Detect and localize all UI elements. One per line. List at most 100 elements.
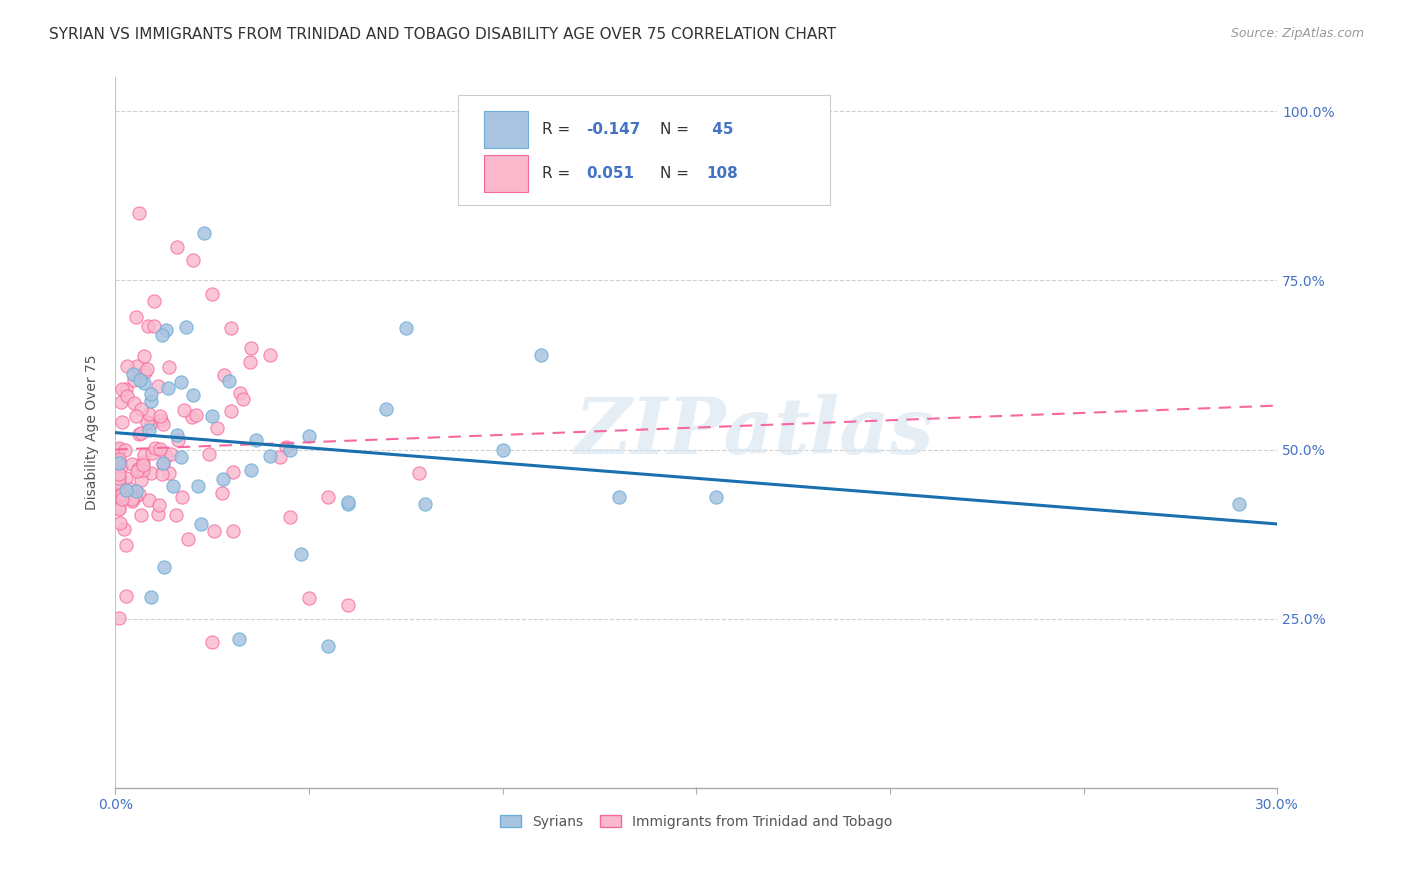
- Bar: [484, 155, 527, 192]
- Point: [108, 611, 131, 625]
- Point: [108, 455, 131, 469]
- Point: [181, 253, 204, 268]
- Point: [108, 501, 131, 516]
- Point: [136, 362, 159, 376]
- Point: [132, 455, 155, 469]
- Point: [129, 401, 152, 416]
- Point: [115, 388, 138, 402]
- Point: [222, 524, 245, 539]
- Point: [110, 459, 132, 474]
- Point: [170, 375, 193, 389]
- Text: N =: N =: [661, 122, 695, 136]
- Point: [132, 448, 155, 462]
- Point: [491, 442, 513, 457]
- Point: [221, 320, 243, 334]
- Point: [124, 484, 146, 499]
- Point: [138, 424, 160, 438]
- Point: [134, 376, 156, 390]
- Point: [205, 421, 228, 435]
- Point: [132, 458, 155, 473]
- Point: [136, 415, 159, 429]
- Text: -0.147: -0.147: [586, 122, 640, 136]
- Text: N =: N =: [661, 166, 695, 181]
- Point: [108, 475, 131, 490]
- Point: [139, 387, 162, 401]
- Point: [149, 409, 172, 423]
- Point: [139, 393, 162, 408]
- Point: [152, 417, 174, 431]
- Point: [112, 522, 135, 536]
- Point: [1227, 497, 1250, 511]
- Point: [239, 355, 262, 369]
- Point: [177, 533, 200, 547]
- Text: 108: 108: [707, 166, 738, 181]
- Point: [152, 457, 174, 471]
- Point: [201, 635, 224, 649]
- Point: [124, 491, 146, 505]
- Point: [148, 507, 170, 521]
- Point: [139, 467, 162, 481]
- Point: [108, 489, 131, 503]
- Point: [111, 415, 134, 429]
- Point: [155, 323, 177, 337]
- Point: [129, 373, 152, 387]
- Point: [114, 442, 136, 457]
- Point: [143, 293, 166, 308]
- Point: [125, 464, 148, 478]
- Text: R =: R =: [541, 166, 575, 181]
- Bar: [484, 111, 527, 148]
- Point: [108, 471, 131, 485]
- Point: [122, 396, 145, 410]
- Point: [149, 442, 172, 457]
- Point: [530, 348, 553, 362]
- Point: [122, 368, 145, 382]
- Point: [190, 517, 212, 532]
- Point: [167, 434, 190, 448]
- Point: [157, 466, 180, 480]
- Point: [607, 490, 630, 504]
- Point: [166, 239, 188, 253]
- Point: [413, 497, 436, 511]
- Point: [108, 483, 131, 498]
- Point: [143, 441, 166, 455]
- Point: [115, 483, 138, 497]
- Point: [148, 498, 170, 512]
- Point: [239, 463, 262, 477]
- Point: [290, 547, 312, 561]
- Point: [108, 467, 131, 482]
- Text: R =: R =: [541, 122, 575, 136]
- Point: [129, 473, 152, 487]
- Point: [110, 395, 132, 409]
- Point: [122, 373, 145, 387]
- Point: [150, 467, 173, 481]
- Point: [176, 320, 198, 334]
- Point: [153, 560, 176, 574]
- Point: [121, 457, 143, 471]
- Point: [108, 501, 131, 516]
- Point: [228, 632, 250, 646]
- Point: [141, 590, 163, 604]
- Y-axis label: Disability Age Over 75: Disability Age Over 75: [86, 355, 100, 510]
- Point: [336, 598, 359, 612]
- Point: [121, 492, 143, 507]
- Point: [108, 451, 131, 466]
- Point: [129, 508, 152, 522]
- Point: [146, 378, 169, 392]
- Point: [221, 404, 243, 418]
- Point: [211, 486, 233, 500]
- Point: [128, 487, 150, 501]
- Text: Source: ZipAtlas.com: Source: ZipAtlas.com: [1230, 27, 1364, 40]
- Point: [218, 374, 240, 388]
- Point: [180, 409, 202, 424]
- Point: [259, 348, 281, 362]
- Point: [115, 471, 138, 485]
- Point: [259, 450, 281, 464]
- Point: [269, 450, 291, 464]
- Point: [157, 360, 180, 375]
- Point: [201, 287, 224, 301]
- Point: [114, 538, 136, 552]
- Point: [121, 494, 143, 508]
- Point: [336, 495, 359, 509]
- Point: [704, 490, 727, 504]
- Point: [155, 450, 177, 464]
